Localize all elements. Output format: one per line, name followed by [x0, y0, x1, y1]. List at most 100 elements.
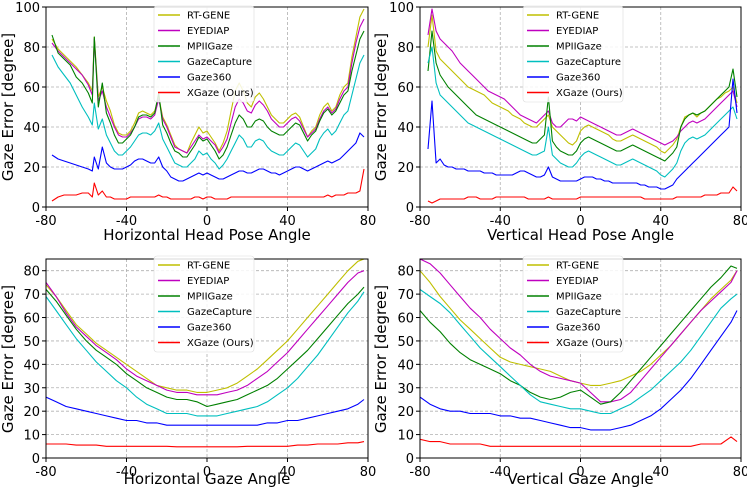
x-tick-label: -80 [35, 214, 56, 229]
y-tick-label: 60 [397, 312, 414, 327]
x-tick-label: 0 [576, 214, 584, 229]
y-tick-label: 30 [397, 382, 414, 397]
legend-label: Gaze360 [187, 323, 231, 334]
y-tick-label: 60 [23, 312, 40, 327]
x-axis-label: Vertical Head Pose Angle [487, 226, 674, 244]
y-tick-label: 80 [397, 41, 414, 56]
legend-label: MPIIGaze [187, 42, 233, 53]
x-tick-label: -40 [490, 214, 511, 229]
x-tick-label: -40 [490, 465, 511, 480]
series-line-xgaze-ours [420, 436, 738, 447]
series-line-eyediap [51, 18, 365, 154]
y-tick-label: 20 [23, 405, 40, 420]
series-line-gaze360 [46, 396, 365, 426]
legend-label: EYEDIAP [187, 276, 229, 287]
chart-vertical-head-pose: 0 20 40 60 80 100 -80 -40 0 40 80 RT-GENE EYEDIAP MPI… [372, 1, 747, 244]
series-line-gazecapture [51, 54, 365, 170]
legend: RT-GENE EYEDIAP MPIIGaze GazeCapture Gaze360… [153, 5, 255, 103]
y-tick-label: 100 [389, 1, 414, 16]
x-tick-label: 40 [652, 214, 669, 229]
y-tick-label: 50 [397, 335, 414, 350]
series-line-rt-gene [51, 8, 365, 154]
x-tick-label: 0 [203, 214, 211, 229]
legend-label: Gaze360 [556, 73, 600, 84]
legend-label: GazeCapture [556, 307, 621, 318]
x-tick-label: -80 [35, 465, 56, 480]
legend-label: EYEDIAP [187, 26, 229, 37]
series-line-eyediap [420, 259, 738, 403]
y-tick-label: 20 [397, 405, 414, 420]
legend-label: GazeCapture [187, 57, 252, 68]
legend-label: EYEDIAP [556, 26, 598, 37]
series-line-eyediap [46, 270, 365, 396]
legend-label: XGaze (Ours) [187, 338, 254, 349]
legend-label: GazeCapture [187, 307, 252, 318]
series-line-xgaze-ours [427, 186, 738, 204]
x-tick-label: 80 [360, 214, 377, 229]
y-tick-label: 40 [23, 358, 40, 373]
x-tick-label: -40 [116, 214, 137, 229]
y-axis-label: Gaze Error [degree] [0, 285, 17, 433]
y-tick-label: 70 [23, 288, 40, 303]
y-tick-label: 70 [397, 288, 414, 303]
legend-label: XGaze (Ours) [187, 88, 254, 99]
legend-label: MPIIGaze [556, 292, 602, 303]
x-tick-label: -80 [409, 465, 430, 480]
chart-vertical-gaze: 0 10 20 30 40 50 60 70 80 -80 -40 0 40 80 RT-GENE EYEDI… [372, 255, 747, 488]
y-tick-label: 20 [23, 161, 40, 176]
x-tick-label: 0 [576, 465, 584, 480]
x-tick-label: 40 [279, 214, 296, 229]
series-line-mpiigaze [51, 30, 365, 160]
y-tick-label: 60 [397, 81, 414, 96]
legend-label: Gaze360 [556, 323, 600, 334]
y-axis-label: Gaze Error [degree] [372, 285, 390, 433]
y-tick-label: 10 [397, 429, 414, 444]
chart-horizontal-head-pose: 0 20 40 60 80 100 -80 -40 0 40 80 RT-GENE EYEDIAP MPI… [0, 1, 376, 244]
series-line-xgaze-ours [51, 168, 365, 202]
legend-label: XGaze (Ours) [556, 88, 623, 99]
legend-label: RT-GENE [187, 261, 230, 272]
series-line-gazecapture [420, 288, 738, 415]
legend-label: RT-GENE [556, 261, 599, 272]
x-tick-label: 0 [203, 465, 211, 480]
y-tick-label: 30 [23, 382, 40, 397]
y-tick-label: 0 [32, 452, 40, 467]
y-axis-label: Gaze Error [degree] [0, 33, 17, 181]
x-tick-label: 80 [733, 214, 747, 229]
y-tick-label: 40 [397, 121, 414, 136]
legend-label: XGaze (Ours) [556, 338, 623, 349]
series-line-gaze360 [427, 78, 738, 190]
series-line-rt-gene [46, 259, 365, 393]
chart-horizontal-gaze: 0 10 20 30 40 50 60 70 80 -80 -40 0 40 80 RT-GENE EYEDI… [0, 255, 376, 488]
series-line-mpiigaze [46, 286, 365, 408]
series-line-eyediap [427, 8, 738, 146]
x-axis-label: Horizontal Gaze Angle [124, 470, 291, 488]
y-tick-label: 0 [32, 201, 40, 216]
y-tick-label: 10 [23, 429, 40, 444]
series-line-mpiigaze [420, 265, 738, 405]
x-tick-label: -80 [409, 214, 430, 229]
x-tick-label: 40 [279, 465, 296, 480]
y-tick-label: 80 [23, 41, 40, 56]
legend-label: Gaze360 [187, 73, 231, 84]
y-tick-label: 50 [23, 335, 40, 350]
series-line-gazecapture [46, 291, 365, 417]
x-axis-label: Vertical Gaze Angle [507, 470, 653, 488]
y-axis-label: Gaze Error [degree] [372, 33, 390, 181]
legend-label: GazeCapture [556, 57, 621, 68]
series-line-gaze360 [51, 132, 365, 182]
legend: RT-GENE EYEDIAP MPIIGaze GazeCapture Gaze360… [153, 255, 255, 353]
x-tick-label: 80 [733, 465, 747, 480]
legend-label: EYEDIAP [556, 276, 598, 287]
legend: RT-GENE EYEDIAP MPIIGaze GazeCapture Gaze360… [522, 255, 624, 353]
series-line-gaze360 [420, 310, 738, 431]
x-tick-label: 40 [652, 465, 669, 480]
series-line-mpiigaze [427, 30, 738, 162]
legend-label: MPIIGaze [187, 292, 233, 303]
y-tick-label: 40 [397, 358, 414, 373]
series-line-xgaze-ours [46, 441, 365, 448]
y-tick-label: 20 [397, 161, 414, 176]
y-tick-label: 60 [23, 81, 40, 96]
legend-label: RT-GENE [556, 11, 599, 22]
